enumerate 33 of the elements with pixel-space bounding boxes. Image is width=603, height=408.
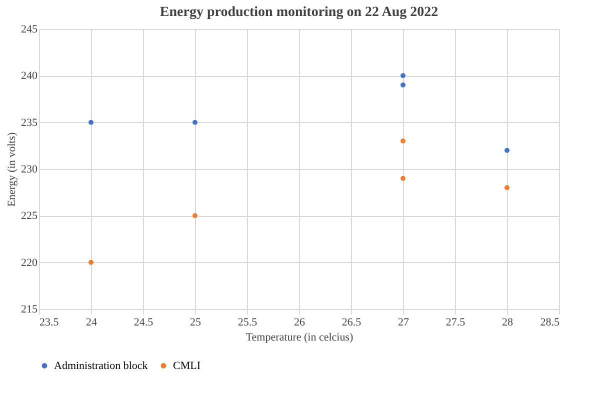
point bbox=[400, 82, 406, 88]
y-tick-label: 225 bbox=[21, 210, 38, 222]
y-axis-title: Energy (in volts) bbox=[6, 132, 18, 207]
y-tick-label: 240 bbox=[21, 70, 38, 82]
point bbox=[504, 185, 510, 190]
chart-title: Energy production monitoring on 22 Aug 2022 bbox=[160, 5, 438, 20]
x-tick-label: 26 bbox=[294, 316, 306, 328]
point bbox=[504, 148, 510, 153]
x-tick-label: 27.5 bbox=[446, 316, 466, 328]
x-tick-label: 28 bbox=[502, 316, 514, 328]
x-tick-label: 24 bbox=[86, 316, 98, 328]
point bbox=[400, 176, 406, 181]
point bbox=[88, 120, 94, 125]
y-tick-label: 220 bbox=[21, 256, 38, 269]
y-tick-label: 245 bbox=[21, 24, 38, 36]
point bbox=[400, 138, 406, 144]
x-tick-label: 23.5 bbox=[40, 316, 60, 328]
point bbox=[192, 213, 198, 218]
point bbox=[400, 73, 406, 78]
y-tick-label: 230 bbox=[21, 164, 38, 176]
x-tick-label: 25.5 bbox=[238, 316, 258, 328]
point bbox=[88, 260, 94, 265]
x-tick-label: 24.5 bbox=[134, 316, 154, 328]
x-tick-label: 28.5 bbox=[540, 316, 560, 328]
x-axis-title: Temperature (in celcius) bbox=[246, 332, 354, 344]
point bbox=[192, 120, 198, 125]
x-tick-label: 26.5 bbox=[342, 316, 362, 328]
y-tick-label: 235 bbox=[21, 116, 38, 129]
x-tick-label: 25 bbox=[190, 316, 202, 328]
y-tick-label: 215 bbox=[21, 304, 38, 316]
x-tick-label: 27 bbox=[398, 316, 410, 328]
legend-label: CMLI bbox=[173, 360, 201, 372]
legend-label: Administration block bbox=[54, 360, 148, 372]
